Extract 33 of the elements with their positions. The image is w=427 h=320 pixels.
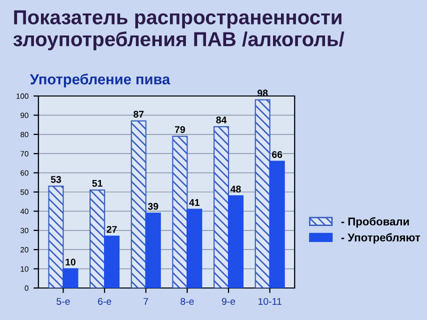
bar (145, 212, 161, 288)
bar (130, 120, 146, 288)
x-tick-label: 8-е (180, 298, 194, 305)
data-label: 51 (92, 180, 102, 187)
x-tick-label: 5-е (56, 298, 70, 305)
data-label: 10 (66, 258, 76, 266)
data-label: 48 (230, 186, 241, 193)
data-label: 39 (148, 202, 158, 210)
bar (90, 190, 106, 288)
bar (172, 136, 188, 288)
bar (62, 268, 78, 288)
chart-subtitle: Употребление пива (30, 74, 170, 88)
bar (48, 186, 64, 288)
bar (186, 208, 202, 288)
data-label: 87 (134, 110, 144, 118)
data-label: 79 (174, 126, 186, 134)
chart-title: Показатель распространенности злоупотребления ПАВ /алкоголь/ (13, 10, 344, 50)
x-tick-label: 9-е (222, 298, 236, 305)
x-tick-label: 6-е (98, 298, 112, 305)
data-label: 66 (272, 151, 282, 158)
bar (104, 236, 120, 288)
data-label: 53 (50, 176, 62, 183)
x-tick-label: 10-11 (258, 298, 282, 305)
bar (269, 160, 285, 288)
x-tick-label: 7 (144, 298, 148, 305)
bar (254, 99, 270, 288)
data-label: 41 (189, 199, 200, 206)
legend-label: - Пробовали (341, 217, 409, 228)
data-label: 84 (216, 116, 227, 124)
data-label: 27 (106, 226, 117, 233)
bar (228, 195, 244, 288)
legend-label: - Употребляют (341, 233, 420, 244)
bar (213, 126, 230, 288)
